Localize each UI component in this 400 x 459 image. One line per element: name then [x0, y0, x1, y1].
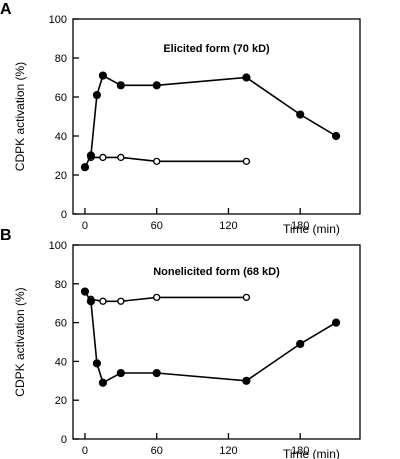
- y-tick-label: 100: [49, 14, 67, 26]
- x-tick-label: 180: [291, 220, 309, 232]
- data-point-filled: [86, 151, 96, 160]
- x-tick-label: 180: [291, 445, 309, 457]
- y-tick-label: 0: [61, 434, 67, 446]
- panel-letter: B: [0, 227, 12, 244]
- data-point-open: [242, 293, 251, 302]
- series-filled-circles: [80, 71, 341, 172]
- y-tick-label: 60: [55, 92, 67, 104]
- y-tick-label: 40: [55, 356, 67, 368]
- line-open-series: [90, 296, 247, 303]
- line-filled-series: [84, 291, 337, 384]
- data-point-filled: [80, 287, 90, 296]
- x-tick-label: 60: [151, 445, 163, 457]
- plot-frame: [72, 18, 361, 215]
- data-point-open: [99, 297, 107, 305]
- y-tick-label: 80: [55, 279, 67, 291]
- data-point-filled: [92, 90, 102, 100]
- data-point-filled: [296, 110, 305, 119]
- line-filled-series: [84, 74, 337, 168]
- data-point-open: [99, 153, 107, 162]
- line-open-series: [90, 156, 247, 163]
- y-tick-label: 20: [55, 395, 67, 407]
- data-point-filled: [116, 81, 125, 90]
- data-point-filled: [242, 376, 251, 385]
- panel-letter: A: [0, 1, 12, 18]
- data-point-open: [117, 153, 125, 162]
- series-filled-circles: [80, 287, 341, 387]
- data-point-open: [153, 157, 161, 166]
- data-point-filled: [331, 131, 341, 141]
- data-point-filled: [116, 368, 125, 378]
- y-axis-title: CDPK activation (%): [13, 62, 27, 171]
- data-point-filled: [152, 368, 161, 378]
- data-point-open: [117, 297, 125, 305]
- x-tick-label: 0: [82, 445, 88, 457]
- data-point-filled: [80, 163, 90, 172]
- x-tick-label: 0: [82, 220, 88, 232]
- y-tick-label: 60: [55, 318, 67, 330]
- y-tick-label: 80: [55, 53, 67, 65]
- y-tick-label: 100: [49, 240, 67, 252]
- data-point-filled: [152, 81, 161, 90]
- data-point-filled: [331, 318, 341, 327]
- y-tick-label: 40: [55, 131, 67, 143]
- series-open-circles: [87, 293, 251, 305]
- plot-frame: [72, 244, 361, 440]
- chart-title: Elicited form (70 kD): [163, 43, 270, 55]
- y-tick-label: 0: [61, 209, 67, 221]
- y-tick-label: 20: [55, 170, 67, 182]
- series-open-circles: [87, 153, 251, 166]
- y-axis-title: CDPK activation (%): [13, 287, 27, 396]
- data-point-filled: [242, 73, 251, 82]
- data-point-open: [242, 157, 251, 166]
- data-point-filled: [98, 71, 107, 80]
- chart-title: Nonelicited form (68 kD): [153, 266, 280, 278]
- x-tick-label: 120: [219, 220, 237, 232]
- x-tick-label: 60: [151, 220, 163, 232]
- data-point-filled: [92, 359, 102, 368]
- data-point-filled: [86, 297, 96, 306]
- x-tick-label: 120: [219, 445, 237, 457]
- x-axis-title: Time (min): [283, 222, 340, 236]
- x-axis-title: Time (min): [283, 447, 340, 459]
- data-point-open: [153, 293, 161, 302]
- data-point-filled: [98, 378, 107, 387]
- data-point-filled: [296, 339, 305, 349]
